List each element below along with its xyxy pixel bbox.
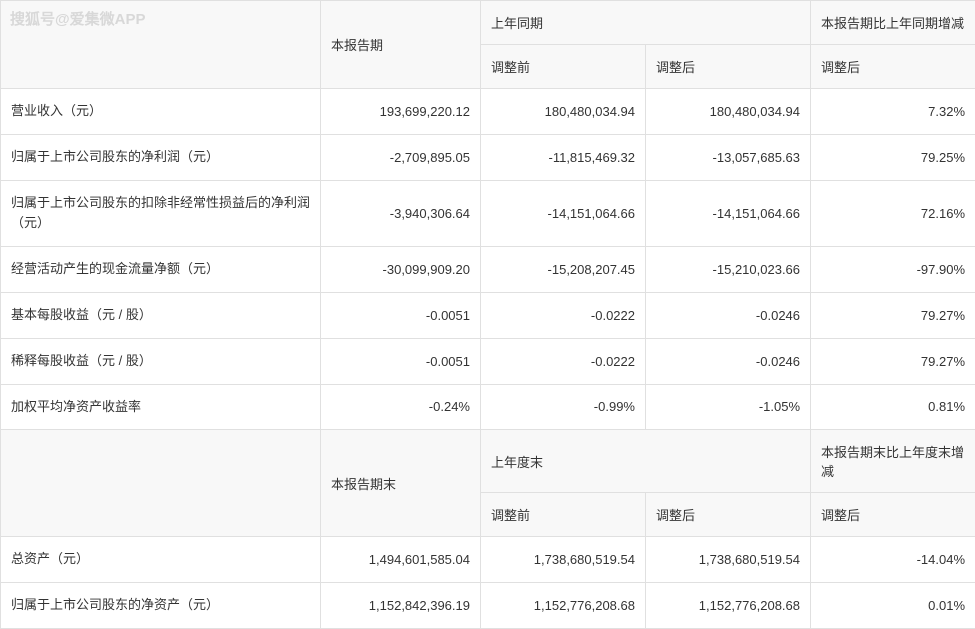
row-value: -0.0222 (481, 338, 646, 384)
row-value: 193,699,220.12 (321, 89, 481, 135)
header-row-1: 本报告期 上年同期 本报告期比上年同期增减 (1, 1, 975, 45)
mid-header-after-adj-2: 调整后 (811, 493, 975, 537)
mid-header-change: 本报告期末比上年度末增减 (811, 430, 975, 493)
row-value: -0.0051 (321, 338, 481, 384)
row-value: -0.24% (321, 384, 481, 430)
header-blank (1, 1, 321, 89)
row-value: -2,709,895.05 (321, 134, 481, 180)
row-label: 基本每股收益（元 / 股） (1, 292, 321, 338)
table-row: 总资产（元） 1,494,601,585.04 1,738,680,519.54… (1, 537, 975, 583)
mid-header-period-end: 本报告期末 (321, 430, 481, 537)
header-change: 本报告期比上年同期增减 (811, 1, 975, 45)
row-label: 总资产（元） (1, 537, 321, 583)
row-value: 180,480,034.94 (481, 89, 646, 135)
table-row: 归属于上市公司股东的扣除非经常性损益后的净利润（元） -3,940,306.64… (1, 180, 975, 247)
table-row: 归属于上市公司股东的净利润（元） -2,709,895.05 -11,815,4… (1, 134, 975, 180)
row-value: -13,057,685.63 (646, 134, 811, 180)
row-value: 0.01% (811, 583, 975, 629)
row-value: -14,151,064.66 (646, 180, 811, 247)
row-value: 1,494,601,585.04 (321, 537, 481, 583)
row-value: -1.05% (646, 384, 811, 430)
mid-header-blank (1, 430, 321, 537)
row-value: -15,210,023.66 (646, 247, 811, 293)
header-current-period: 本报告期 (321, 1, 481, 89)
row-value: -15,208,207.45 (481, 247, 646, 293)
row-value: 79.27% (811, 338, 975, 384)
header-after-adj: 调整后 (646, 45, 811, 89)
row-label: 经营活动产生的现金流量净额（元） (1, 247, 321, 293)
row-value: 0.81% (811, 384, 975, 430)
row-value: -0.0246 (646, 338, 811, 384)
row-value: -0.0246 (646, 292, 811, 338)
row-value: 1,152,842,396.19 (321, 583, 481, 629)
row-value: -0.0051 (321, 292, 481, 338)
row-value: -30,099,909.20 (321, 247, 481, 293)
row-label: 归属于上市公司股东的净资产（元） (1, 583, 321, 629)
table-row: 归属于上市公司股东的净资产（元） 1,152,842,396.19 1,152,… (1, 583, 975, 629)
table-row: 加权平均净资产收益率 -0.24% -0.99% -1.05% 0.81% (1, 384, 975, 430)
row-value: 1,152,776,208.68 (481, 583, 646, 629)
row-value: 79.27% (811, 292, 975, 338)
row-label: 加权平均净资产收益率 (1, 384, 321, 430)
row-value: 1,738,680,519.54 (646, 537, 811, 583)
table-row: 营业收入（元） 193,699,220.12 180,480,034.94 18… (1, 89, 975, 135)
header-after-adj-2: 调整后 (811, 45, 975, 89)
row-value: 7.32% (811, 89, 975, 135)
row-value: 72.16% (811, 180, 975, 247)
row-value: 1,152,776,208.68 (646, 583, 811, 629)
row-value: -3,940,306.64 (321, 180, 481, 247)
row-value: -97.90% (811, 247, 975, 293)
mid-header-after-adj: 调整后 (646, 493, 811, 537)
row-label: 稀释每股收益（元 / 股） (1, 338, 321, 384)
row-value: -14,151,064.66 (481, 180, 646, 247)
financial-table: 本报告期 上年同期 本报告期比上年同期增减 调整前 调整后 调整后 营业收入（元… (0, 0, 975, 629)
row-value: -0.0222 (481, 292, 646, 338)
row-value: -11,815,469.32 (481, 134, 646, 180)
row-value: 1,738,680,519.54 (481, 537, 646, 583)
table-row: 稀释每股收益（元 / 股） -0.0051 -0.0222 -0.0246 79… (1, 338, 975, 384)
row-value: 79.25% (811, 134, 975, 180)
row-label: 营业收入（元） (1, 89, 321, 135)
table-row: 基本每股收益（元 / 股） -0.0051 -0.0222 -0.0246 79… (1, 292, 975, 338)
mid-header-row-1: 本报告期末 上年度末 本报告期末比上年度末增减 (1, 430, 975, 493)
mid-header-before-adj: 调整前 (481, 493, 646, 537)
header-prior-period: 上年同期 (481, 1, 811, 45)
row-value: -14.04% (811, 537, 975, 583)
row-value: -0.99% (481, 384, 646, 430)
row-label: 归属于上市公司股东的扣除非经常性损益后的净利润（元） (1, 180, 321, 247)
header-before-adj: 调整前 (481, 45, 646, 89)
mid-header-prior-end: 上年度末 (481, 430, 811, 493)
row-label: 归属于上市公司股东的净利润（元） (1, 134, 321, 180)
table-row: 经营活动产生的现金流量净额（元） -30,099,909.20 -15,208,… (1, 247, 975, 293)
row-value: 180,480,034.94 (646, 89, 811, 135)
